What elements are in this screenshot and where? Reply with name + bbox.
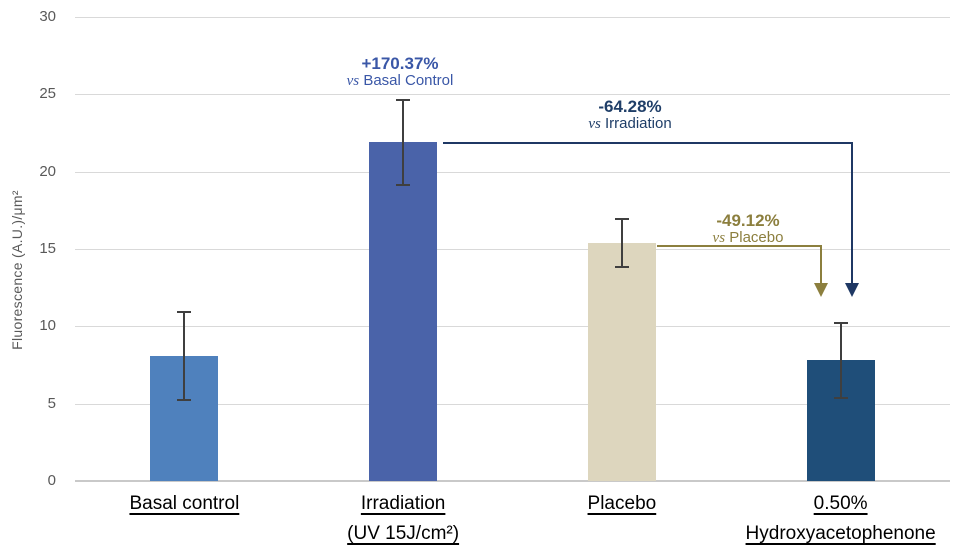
error-bar-cap-bottom xyxy=(177,398,192,401)
y-tick-label-10: 10 xyxy=(39,317,56,335)
arrow-down-olive-icon xyxy=(814,283,828,297)
gridline-10 xyxy=(75,326,950,328)
error-bar-placebo xyxy=(614,218,629,268)
annotation-percent: +170.37% xyxy=(361,54,439,73)
category-label-line: Basal control xyxy=(129,489,239,519)
category-label-text: Basal control xyxy=(129,493,240,514)
category-label-0-50-hydroxyacetophenone: 0.50% Hydroxyacetophenone xyxy=(746,489,936,549)
error-bar-cap-top xyxy=(614,218,629,221)
y-tick-label-30: 30 xyxy=(39,8,56,25)
category-label-text: Hydroxyacetophenone xyxy=(745,523,936,544)
reference-label: Basal Control xyxy=(363,72,454,89)
vs-label: vs xyxy=(712,230,726,246)
vs-label: vs xyxy=(588,116,601,132)
x-axis-line xyxy=(75,480,950,482)
reference-label: Placebo xyxy=(729,229,784,246)
error-bar-cap-top xyxy=(833,321,848,324)
y-tick-label-25: 25 xyxy=(39,85,56,103)
annotation-reference: vs Irradiation xyxy=(588,115,672,133)
comparison-line-vs-placebo-horizontal xyxy=(657,245,822,247)
error-bar-line xyxy=(620,218,623,268)
category-label-text: Irradiation xyxy=(360,493,446,514)
category-label-line: 0.50% xyxy=(746,489,936,519)
gridline-15 xyxy=(75,249,950,250)
error-bar-cap-bottom xyxy=(396,183,411,186)
annotation-percent: -49.12% xyxy=(716,211,780,230)
gridline-30 xyxy=(75,17,950,18)
vs-label: vs xyxy=(346,73,360,89)
annotation-vs-irradiation: -64.28% vs Irradiation xyxy=(588,97,671,132)
error-bar-0-50-hydroxyacetophenone xyxy=(833,321,848,400)
category-label-line: Hydroxyacetophenone xyxy=(746,519,936,549)
category-label-text: Placebo xyxy=(587,493,657,514)
error-bar-line xyxy=(839,321,842,400)
annotation-vs-basal-control: +170.37% vs Basal Control xyxy=(347,54,454,89)
error-bar-cap-bottom xyxy=(833,397,848,400)
error-bar-basal-control xyxy=(177,310,192,401)
comparison-line-vs-irradiation-horizontal xyxy=(443,142,853,144)
comparison-line-vs-placebo-vertical xyxy=(820,245,822,284)
arrow-down-navy-icon xyxy=(845,283,859,297)
gridline-25 xyxy=(75,94,950,96)
annotation-percent: -64.28% xyxy=(598,97,662,116)
category-label-line: (UV 15J/cm²) xyxy=(347,519,459,549)
bar-placebo xyxy=(587,242,656,481)
category-label-basal-control: Basal control xyxy=(129,489,239,519)
annotation-reference: vs Placebo xyxy=(712,229,784,247)
category-label-line: Irradiation xyxy=(347,489,459,519)
category-label-irradiation-uv-15j-cm: Irradiation (UV 15J/cm²) xyxy=(347,489,459,549)
gridline-20 xyxy=(75,171,950,173)
category-label-text: (UV 15J/cm²) xyxy=(347,523,460,544)
category-label-placebo: Placebo xyxy=(588,489,657,519)
category-label-text: 0.50% xyxy=(813,493,868,514)
error-bar-line xyxy=(183,310,186,401)
gridline-5 xyxy=(75,403,950,405)
error-bar-cap-bottom xyxy=(614,265,629,268)
reference-label: Irradiation xyxy=(604,115,672,132)
y-axis-title: Fluorescence (A.U.)/μm² xyxy=(9,190,25,350)
bar-irradiation-uv-15j-cm xyxy=(369,142,438,481)
y-tick-label-20: 20 xyxy=(39,162,56,180)
error-bar-cap-top xyxy=(177,310,192,313)
error-bar-line xyxy=(402,98,405,186)
annotation-vs-placebo: -49.12% vs Placebo xyxy=(713,211,784,246)
y-tick-label-0: 0 xyxy=(47,472,56,489)
error-bar-cap-top xyxy=(396,98,411,101)
y-tick-label-15: 15 xyxy=(39,240,56,257)
y-tick-label-5: 5 xyxy=(47,394,56,412)
category-label-line: Placebo xyxy=(588,489,657,519)
error-bar-irradiation-uv-15j-cm xyxy=(396,98,411,186)
comparison-line-vs-irradiation-vertical xyxy=(851,142,853,284)
annotation-reference: vs Basal Control xyxy=(346,72,454,90)
